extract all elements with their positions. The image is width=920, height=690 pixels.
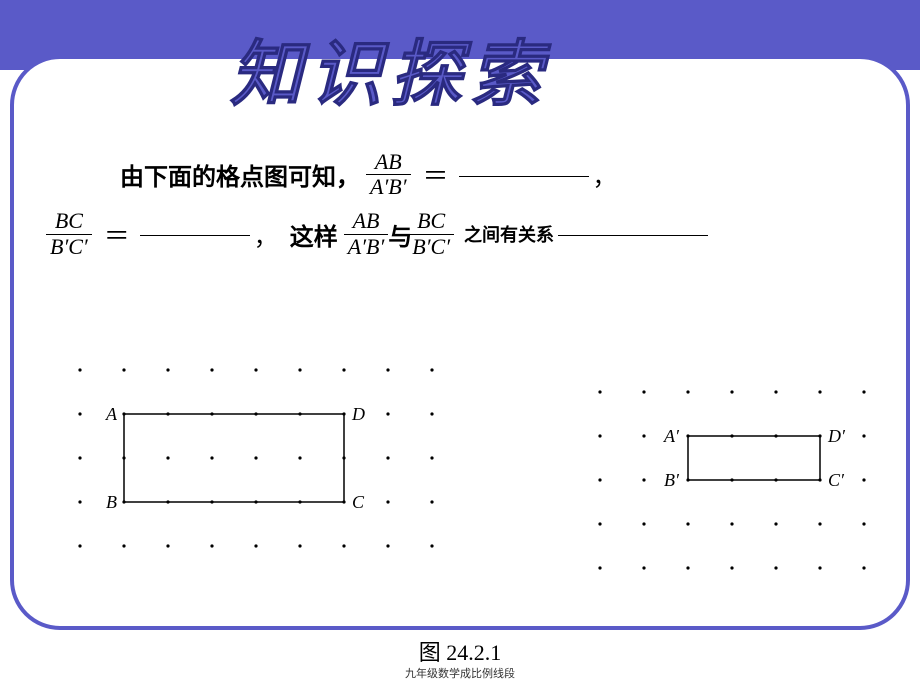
svg-text:C: C [352, 492, 365, 512]
svg-text:A: A [105, 404, 118, 424]
equals-2: ＝ [104, 216, 130, 253]
svg-text:A′: A′ [663, 426, 680, 446]
figure-caption: 图 24.2.1 [0, 635, 920, 667]
line-1: 由下面的格点图可知， AB A′B′ ＝ ， [120, 150, 910, 199]
frac2-den: B′C′ [46, 234, 92, 259]
comma-1: ， [593, 157, 617, 192]
fraction-bc-2: BC B′C′ [408, 209, 454, 258]
svg-text:D: D [351, 404, 365, 424]
svg-text:B: B [106, 492, 117, 512]
comma-2: ， [254, 217, 290, 252]
blank-3 [558, 232, 708, 236]
svg-text:B′: B′ [664, 470, 680, 490]
svg-text:D′: D′ [827, 426, 846, 446]
frac3-num: AB [349, 209, 384, 233]
fraction-ab-2: AB A′B′ [344, 209, 389, 258]
frac2-num: BC [51, 209, 87, 233]
blank-1 [459, 173, 589, 177]
diagram-svg: A D B C A′ D′ B′ C′ [50, 350, 880, 600]
line-2: BC B′C′ ＝ ， 这样 AB A′B′ 与 BC B′C′ 之间有关系 [40, 209, 910, 258]
figure-subcaption: 九年级数学成比例线段 [0, 665, 920, 681]
relation-label: 之间有关系 [464, 221, 554, 247]
frac4-den: B′C′ [408, 234, 454, 259]
figure-caption-block: 图 24.2.1 九年级数学成比例线段 [0, 635, 920, 681]
frac1-num: AB [371, 150, 406, 174]
page-title: 知识探索 [230, 15, 550, 120]
blank-2 [140, 232, 250, 236]
zheyang-text: 这样 [290, 217, 338, 252]
intro-text: 由下面的格点图可知， [120, 157, 360, 192]
grid-diagrams: A D B C A′ D′ B′ C′ [50, 350, 880, 600]
svg-text:C′: C′ [828, 470, 845, 490]
equals-1: ＝ [423, 156, 449, 193]
problem-text: 由下面的格点图可知， AB A′B′ ＝ ， BC B′C′ ＝ ， 这样 AB… [40, 150, 910, 259]
frac3-den: A′B′ [344, 234, 389, 259]
fraction-ab: AB A′B′ [366, 150, 411, 199]
fraction-bc: BC B′C′ [46, 209, 92, 258]
frac1-den: A′B′ [366, 174, 411, 199]
frac4-num: BC [413, 209, 449, 233]
